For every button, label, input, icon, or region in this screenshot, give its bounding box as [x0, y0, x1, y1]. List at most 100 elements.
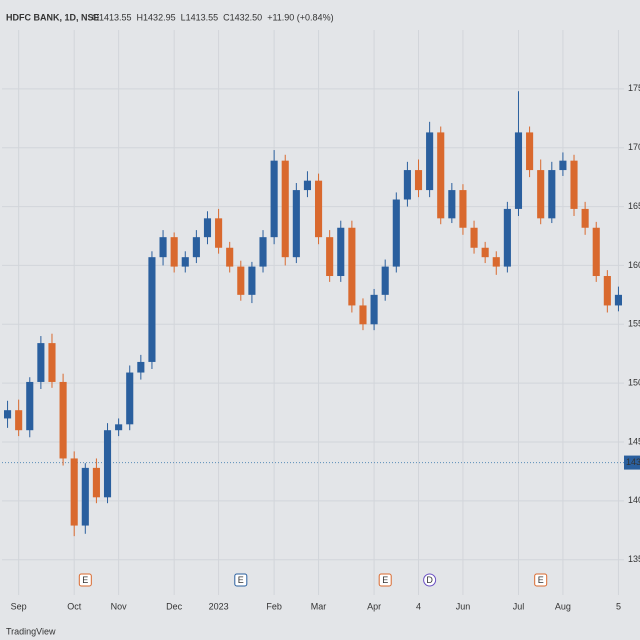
ohlc-label: H1432.95: [137, 12, 176, 22]
candle-body: [181, 257, 189, 267]
candle-body: [215, 218, 223, 248]
candle-body: [92, 467, 100, 498]
candle-body: [437, 132, 445, 219]
price-tag-label: 1432.5: [626, 457, 640, 467]
candle-body: [137, 361, 145, 373]
event-marker: [78, 573, 92, 587]
candle-body: [48, 343, 56, 382]
candle-body: [492, 257, 500, 267]
candle-body: [159, 237, 167, 258]
candle-body: [248, 266, 256, 295]
candle-body: [581, 208, 589, 228]
candle-body: [15, 410, 23, 431]
candle-body: [148, 257, 156, 362]
y-tick-label: 1550: [628, 319, 640, 329]
candle-body: [459, 190, 467, 228]
x-tick-label: Dec: [166, 601, 183, 611]
event-label: E: [382, 575, 388, 585]
ohlc-label: L1413.55: [181, 12, 219, 22]
y-tick-label: 1350: [628, 554, 640, 564]
candle-body: [448, 190, 456, 219]
candle-body: [303, 180, 312, 191]
candle-body: [481, 247, 489, 258]
candle-body: [614, 294, 623, 306]
x-tick-label: Feb: [266, 601, 282, 611]
ohlc-label: +11.90 (+0.84%): [267, 12, 333, 22]
candle-body: [37, 343, 45, 382]
x-tick-label: Jun: [456, 601, 471, 611]
y-tick-label: 1450: [628, 436, 640, 446]
candle-body: [337, 227, 345, 277]
candle-body: [348, 227, 356, 306]
candle-body: [3, 410, 12, 419]
x-tick-label: 2023: [209, 601, 229, 611]
candle-body: [103, 430, 112, 498]
candle-body: [59, 381, 67, 459]
event-label: E: [82, 575, 88, 585]
candle-body: [70, 458, 78, 526]
candle-body: [426, 132, 434, 191]
candle-body: [226, 247, 234, 267]
candle-body: [326, 237, 334, 277]
x-tick-label: 5: [616, 601, 621, 611]
candle-body: [203, 218, 212, 238]
y-tick-label: 1600: [628, 260, 640, 270]
x-tick-label: Sep: [11, 601, 27, 611]
candle-body: [403, 170, 411, 200]
candle-body: [292, 190, 300, 258]
candle-body: [81, 467, 89, 526]
y-tick-label: 1400: [628, 495, 640, 505]
y-tick-label: 1700: [628, 142, 640, 152]
x-tick-label: Oct: [67, 601, 82, 611]
price-tag: [624, 455, 640, 470]
x-tick-label: Apr: [367, 601, 381, 611]
event-label: D: [426, 575, 433, 585]
y-tick-label: 1650: [628, 201, 640, 211]
x-tick-label: 4: [416, 601, 421, 611]
event-marker: [423, 573, 437, 587]
chart-title: HDFC BANK, 1D, NSE: [6, 12, 100, 22]
candle-body: [526, 132, 534, 171]
event-label: E: [238, 575, 244, 585]
candle-body: [170, 237, 178, 267]
candle-body: [259, 237, 267, 267]
x-tick-label: Nov: [111, 601, 128, 611]
candle-body: [281, 160, 289, 258]
candle-body: [592, 227, 600, 277]
candle-body: [470, 227, 478, 248]
x-tick-label: Jul: [513, 601, 525, 611]
footer: TradingView: [6, 626, 56, 636]
candle-body: [26, 381, 34, 431]
candle-body: [237, 266, 245, 295]
candle-body: [603, 276, 611, 306]
candle-body: [537, 170, 545, 219]
x-tick-label: Aug: [555, 601, 571, 611]
candle-body: [359, 305, 367, 325]
event-label: E: [538, 575, 544, 585]
candle-body: [514, 132, 523, 209]
candle-body: [392, 199, 400, 267]
candle-body: [570, 160, 578, 209]
candle-body: [192, 237, 200, 258]
candle-body: [370, 294, 378, 325]
ohlc-label: O1413.55: [92, 12, 132, 22]
ohlc-label: C1432.50: [223, 12, 262, 22]
event-marker: [234, 573, 248, 587]
x-tick-label: Mar: [311, 601, 327, 611]
candle-body: [381, 266, 389, 295]
event-marker: [534, 573, 548, 587]
candle-body: [314, 180, 323, 238]
event-marker: [378, 573, 392, 587]
candle-body: [414, 170, 423, 191]
candle-body: [126, 372, 134, 425]
y-tick-label: 1500: [628, 378, 640, 388]
candle-body: [503, 208, 511, 267]
candle-body: [270, 160, 278, 238]
y-tick-label: 1750: [628, 83, 640, 93]
candle-body: [559, 160, 567, 171]
candle-body: [115, 424, 123, 431]
candle-body: [548, 170, 556, 219]
